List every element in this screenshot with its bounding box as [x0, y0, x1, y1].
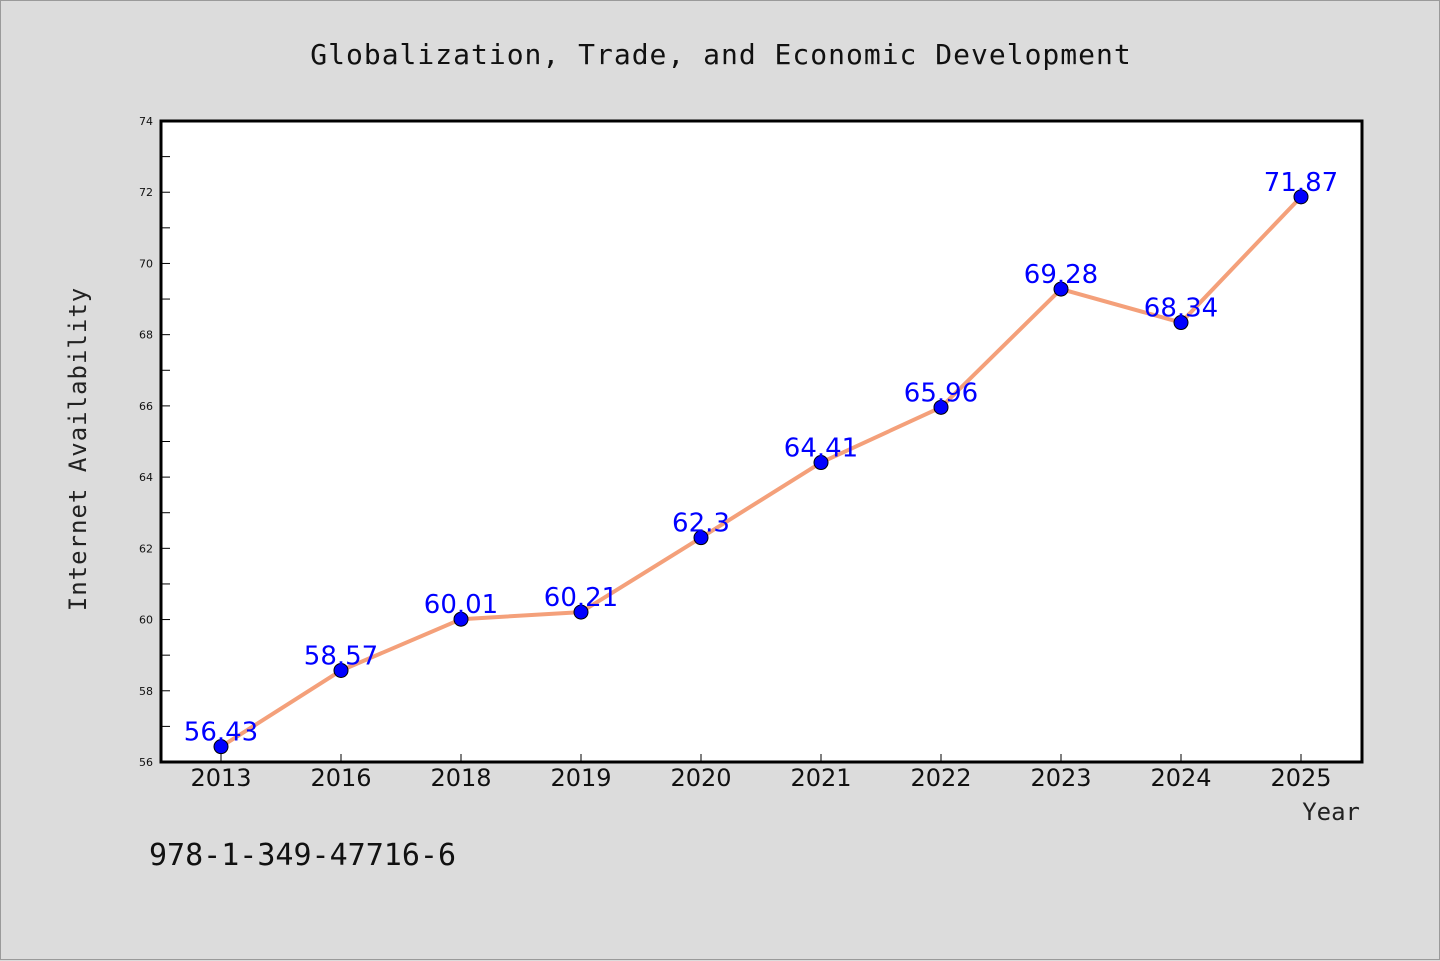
data-point	[453, 611, 469, 627]
data-label: 69.28	[1024, 260, 1098, 290]
series-points	[213, 189, 1309, 755]
series-line	[219, 195, 1303, 749]
x-axis-label: Year	[1302, 798, 1360, 826]
x-axis-ticks: 2013 2016 2018 2019 2020 2021 2022 2023 2024 2025	[190, 754, 1332, 792]
x-tick-label: 2021	[790, 764, 851, 792]
data-point	[1053, 281, 1069, 297]
chart-title: Globalization, Trade, and Economic Devel…	[310, 38, 1131, 71]
x-tick-label: 2025	[1270, 764, 1331, 792]
data-label: 60.21	[544, 583, 618, 613]
x-tick-label: 2023	[1030, 764, 1091, 792]
x-tick-label: 2018	[430, 764, 491, 792]
data-point	[1173, 315, 1189, 331]
y-tick-label: 58	[139, 685, 153, 698]
data-label: 58.57	[304, 641, 378, 671]
data-point	[1293, 189, 1309, 205]
y-tick-label: 70	[139, 257, 153, 270]
y-tick-label: 68	[139, 329, 153, 342]
y-axis-label: Internet Availability	[64, 287, 92, 611]
data-label: 65.96	[904, 378, 978, 408]
y-tick-label: 60	[139, 614, 153, 627]
data-point	[693, 530, 709, 546]
data-point	[933, 399, 949, 415]
data-point	[573, 604, 589, 620]
y-tick-label: 62	[139, 542, 153, 555]
data-label: 56.43	[184, 718, 258, 748]
data-labels: 56.43 58.57 60.01 60.21 62.3 64.41 65.96 69.28 6…	[184, 168, 1338, 748]
data-label: 62.3	[672, 509, 730, 539]
data-point	[813, 455, 829, 471]
data-label: 71.87	[1264, 168, 1338, 198]
x-tick-label: 2022	[910, 764, 971, 792]
footer-code: 978-1-349-47716-6	[149, 838, 456, 873]
data-point	[333, 662, 349, 678]
y-tick-label: 64	[139, 471, 153, 484]
y-tick-label: 74	[139, 115, 153, 128]
series-polyline	[219, 195, 1303, 749]
y-axis-ticks: 56 58 60 62 64 66 68 70 72 74	[139, 115, 170, 769]
y-tick-label: 56	[139, 756, 153, 769]
data-label: 60.01	[424, 590, 498, 620]
data-label: 68.34	[1144, 294, 1218, 324]
y-tick-label: 72	[139, 186, 153, 199]
x-tick-label: 2020	[670, 764, 731, 792]
data-label: 64.41	[784, 434, 858, 464]
x-tick-label: 2019	[550, 764, 611, 792]
data-point	[213, 739, 229, 755]
plot-area	[159, 119, 1364, 764]
x-tick-label: 2016	[310, 764, 371, 792]
x-tick-label: 2013	[190, 764, 251, 792]
y-tick-label: 66	[139, 400, 153, 413]
x-tick-label: 2024	[1150, 764, 1211, 792]
